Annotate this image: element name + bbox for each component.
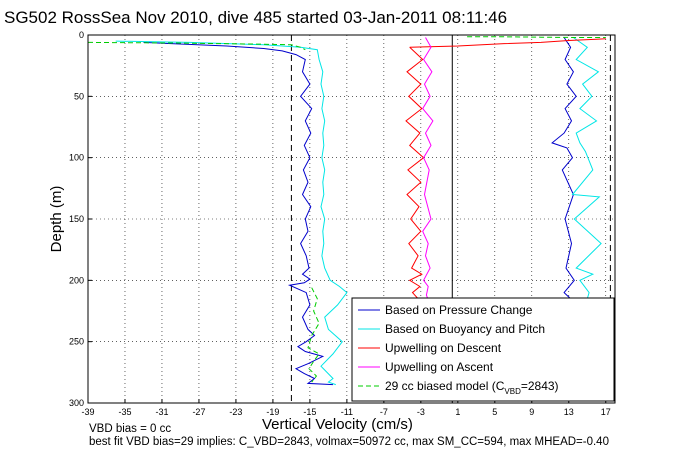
series-line-3 [409, 38, 606, 48]
chart-title: SG502 RossSea Nov 2010, dive 485 started… [4, 8, 507, 27]
annotation-best-fit: best fit VBD bias=29 implies: C_VBD=2843… [89, 436, 609, 448]
x-tick-label: -39 [81, 407, 94, 417]
series-line-5 [467, 36, 606, 38]
legend-box [351, 297, 615, 402]
series-line-4 [422, 37, 434, 303]
legend-label: Based on Pressure Change [385, 303, 533, 317]
x-tick-label: 13 [564, 407, 574, 417]
annotation-vbd-bias: VBD bias = 0 cc [89, 423, 171, 435]
grid [88, 35, 615, 403]
y-tick-label: 250 [69, 337, 84, 347]
x-tick-label: -7 [380, 407, 388, 417]
x-tick-label: -31 [155, 407, 168, 417]
x-tick-label: -11 [341, 407, 353, 417]
x-tick-label: 5 [492, 407, 497, 417]
x-tick-label: 9 [529, 407, 534, 417]
y-tick-label: 150 [69, 214, 84, 224]
y-tick-label: 300 [69, 398, 84, 408]
series-line-1 [551, 37, 577, 306]
legend-label: Upwelling on Ascent [385, 360, 494, 374]
series-line-2 [115, 40, 348, 386]
y-axis-label: Depth (m) [48, 186, 65, 253]
x-axis-label: Vertical Velocity (cm/s) [262, 416, 413, 433]
x-tick-label: -35 [118, 407, 131, 417]
series-line-5 [307, 287, 320, 383]
series-group [87, 36, 606, 386]
x-tick-label: -27 [192, 407, 205, 417]
y-tick-label: 200 [69, 275, 84, 285]
legend-label: 29 cc biased model (CVBD=2843) [385, 379, 559, 396]
legend-label: Based on Buoyancy and Pitch [385, 322, 545, 336]
x-tick-label: -3 [417, 407, 425, 417]
y-tick-label: 100 [69, 153, 84, 163]
x-tick-label: -15 [303, 407, 316, 417]
series-line-5 [87, 41, 306, 51]
x-tick-label: 17 [601, 407, 611, 417]
y-tick-label: 0 [79, 30, 84, 40]
legend: Based on Pressure Change Based on Buoyanc… [351, 297, 615, 402]
x-tick-label: -19 [266, 407, 279, 417]
x-axis: -39 -35 -31 -27 -23 -19 -15 -11 -7 -3 1 5 9 13 17 [81, 399, 611, 417]
series-line-1 [143, 41, 334, 386]
y-axis: 0 50 100 150 200 250 300 [69, 30, 92, 408]
x-tick-label: 1 [455, 407, 460, 417]
series-line-2 [571, 37, 602, 306]
legend-label: Upwelling on Descent [385, 341, 502, 355]
x-tick-label: -23 [229, 407, 242, 417]
series-line-3 [405, 46, 425, 306]
y-tick-label: 50 [74, 91, 84, 101]
